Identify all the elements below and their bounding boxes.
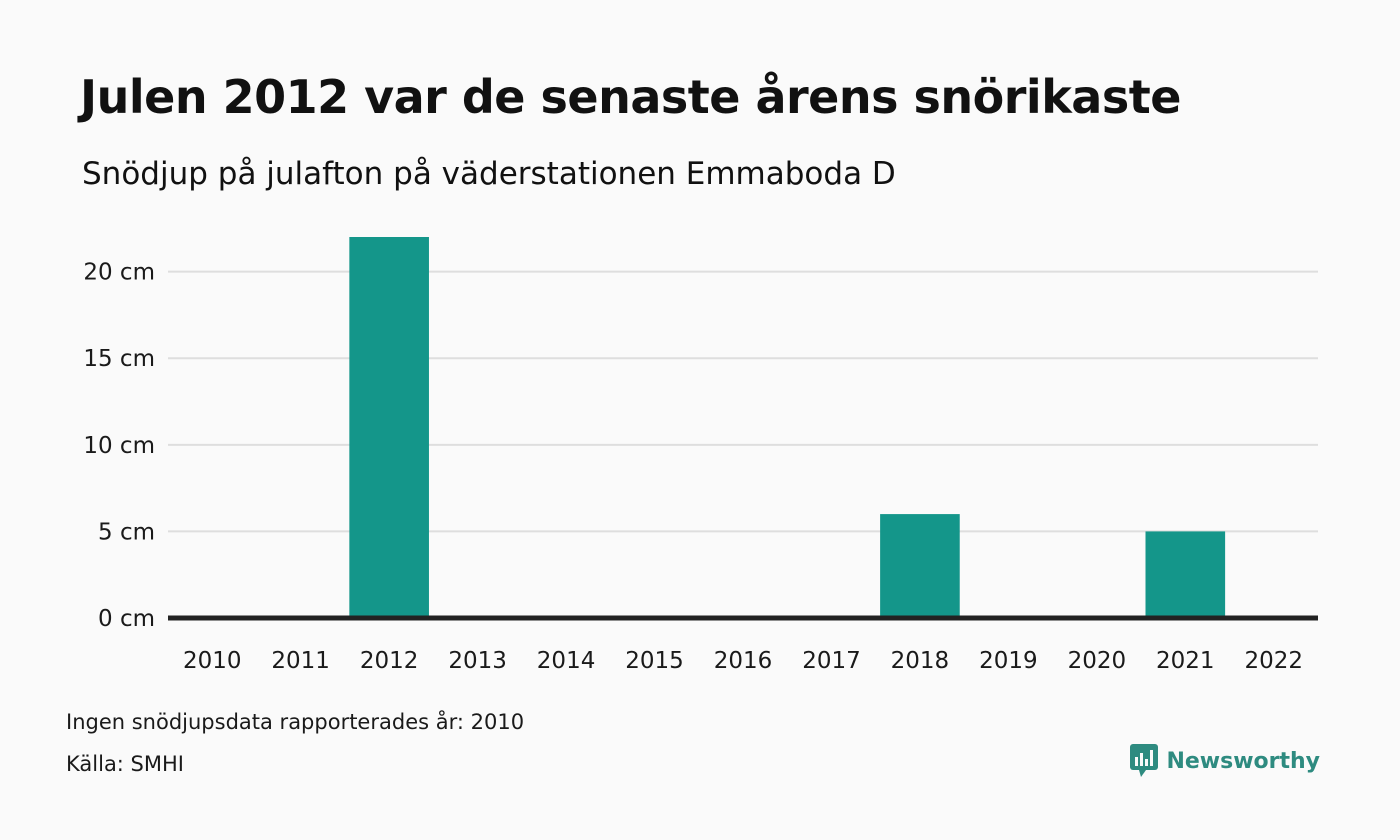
- bar-2012: [349, 237, 429, 618]
- gridlines: [168, 270, 1318, 533]
- bar-chart: 0 cm 5 cm 10 cm 15 cm 20 cm 2010 2011 2012 2013…: [83, 237, 1318, 674]
- newsworthy-logo-icon: [1130, 744, 1159, 777]
- brand-logo: Newsworthy: [1130, 744, 1320, 778]
- bar-2018: [880, 514, 960, 618]
- x-tick-label: 2021: [1156, 648, 1215, 674]
- x-tick-label: 2013: [448, 648, 507, 674]
- x-tick-label: 2019: [979, 648, 1038, 674]
- y-tick-label: 20 cm: [83, 260, 155, 286]
- y-tick-label: 5 cm: [98, 519, 155, 545]
- x-tick-label: 2012: [360, 648, 419, 674]
- x-axis-ticks: 2010 2011 2012 2013 2014 2015 2016 2017 2018 2019…: [183, 648, 1303, 674]
- x-tick-label: 2018: [891, 648, 950, 674]
- x-tick-label: 2016: [714, 648, 773, 674]
- x-tick-label: 2014: [537, 648, 596, 674]
- x-tick-label: 2010: [183, 648, 242, 674]
- x-tick-label: 2017: [802, 648, 861, 674]
- y-axis-ticks: 0 cm 5 cm 10 cm 15 cm 20 cm: [83, 260, 155, 632]
- x-tick-label: 2022: [1244, 648, 1303, 674]
- y-tick-label: 10 cm: [83, 433, 155, 459]
- bars: [349, 237, 1226, 618]
- no-data-note: Ingen snödjupsdata rapporterades år: 201…: [66, 710, 525, 734]
- x-tick-label: 2011: [271, 648, 330, 674]
- bar-2021: [1145, 531, 1226, 618]
- chart-subtitle: Snödjup på julafton på väderstationen Em…: [82, 156, 896, 192]
- y-tick-label: 0 cm: [98, 606, 155, 632]
- source-label: Källa: SMHI: [66, 752, 184, 776]
- y-tick-label: 15 cm: [83, 346, 155, 372]
- brand-name: Newsworthy: [1166, 748, 1320, 774]
- x-tick-label: 2020: [1068, 648, 1127, 674]
- x-tick-label: 2015: [625, 648, 684, 674]
- chart-title: Julen 2012 var de senaste årens snörikas…: [80, 70, 1181, 124]
